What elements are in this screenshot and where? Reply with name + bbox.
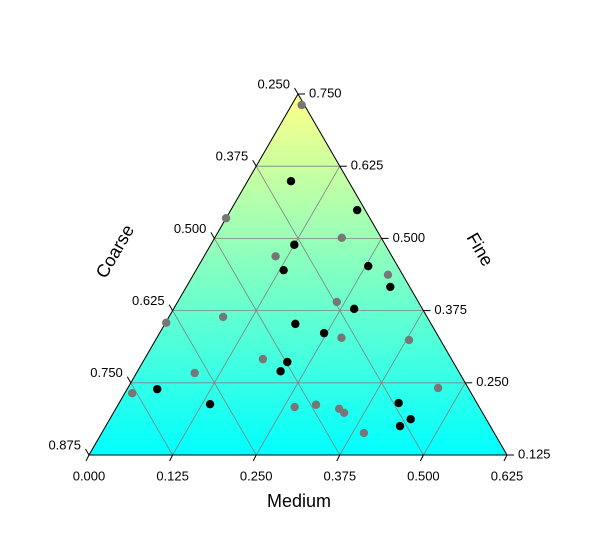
right-tick-label: 0.500: [393, 230, 426, 245]
data-point: [395, 421, 405, 431]
data-point: [162, 318, 171, 327]
data-point: [286, 177, 296, 186]
data-point: [218, 312, 228, 322]
grid-line: [255, 165, 424, 456]
data-point: [297, 100, 306, 110]
tick-mark: [252, 159, 257, 167]
data-point: [319, 328, 329, 338]
right-tick-label: 0.125: [518, 446, 551, 461]
right-tick-label: 0.625: [351, 158, 384, 173]
left-tick-label: 0.500: [174, 221, 207, 236]
x-tick-label: 0.250: [240, 468, 273, 483]
data-point: [337, 233, 347, 243]
data-point: [190, 368, 199, 378]
axis-title: Fine: [463, 229, 498, 269]
data-point: [311, 400, 321, 409]
left-tick-label: 0.250: [257, 76, 290, 91]
left-tick-label: 0.875: [48, 437, 81, 452]
right-tick-label: 0.250: [476, 374, 509, 389]
axis-title: Coarse: [92, 221, 138, 281]
grid-line: [255, 238, 382, 456]
data-point: [279, 265, 288, 275]
tick-mark: [419, 454, 424, 462]
tick-mark: [169, 454, 174, 462]
data-point: [349, 304, 359, 314]
tick-mark: [85, 448, 90, 456]
plot-area: [89, 94, 507, 455]
grid-line: [172, 310, 257, 456]
tick-mark: [85, 454, 90, 462]
tick-mark: [336, 454, 341, 462]
x-tick-label: 0.125: [156, 468, 189, 483]
data-point: [433, 383, 443, 393]
data-point: [394, 398, 403, 408]
grid-line: [423, 382, 466, 456]
data-point: [386, 282, 395, 292]
data-point: [359, 428, 369, 438]
left-tick-label: 0.625: [132, 293, 165, 308]
data-point: [291, 319, 300, 329]
right-tick-label: 0.375: [434, 302, 467, 317]
right-tick-label: 0.750: [309, 85, 342, 100]
data-point: [332, 297, 341, 307]
grid-line: [214, 238, 341, 456]
x-tick-label: 0.625: [491, 468, 524, 483]
tick-mark: [168, 304, 174, 311]
data-point: [283, 357, 292, 367]
x-tick-label: 0.500: [407, 468, 440, 483]
data-point: [337, 333, 346, 342]
data-point: [339, 408, 349, 418]
data-point: [127, 388, 137, 398]
data-point: [271, 252, 280, 261]
data-point: [364, 261, 373, 271]
data-point: [383, 270, 393, 279]
tick-mark: [252, 454, 257, 462]
data-point: [406, 414, 415, 424]
grid-line: [130, 382, 173, 456]
data-point: [153, 384, 162, 394]
tick-mark: [210, 232, 215, 239]
axis-title: Medium: [267, 491, 331, 511]
data-point: [276, 367, 285, 376]
tick-mark: [294, 87, 299, 95]
x-tick-label: 0.375: [324, 468, 357, 483]
tick-mark: [503, 454, 508, 462]
left-tick-label: 0.375: [216, 149, 249, 164]
tick-mark: [126, 376, 132, 384]
triangle-frame: [88, 93, 508, 456]
x-tick-label: 0.000: [73, 468, 106, 483]
data-point: [290, 402, 299, 412]
data-point: [205, 399, 215, 409]
data-point: [290, 240, 299, 249]
data-point: [352, 205, 362, 215]
data-point: [258, 354, 268, 364]
data-point: [221, 213, 231, 223]
left-tick-label: 0.750: [90, 365, 123, 380]
data-point: [404, 335, 414, 345]
